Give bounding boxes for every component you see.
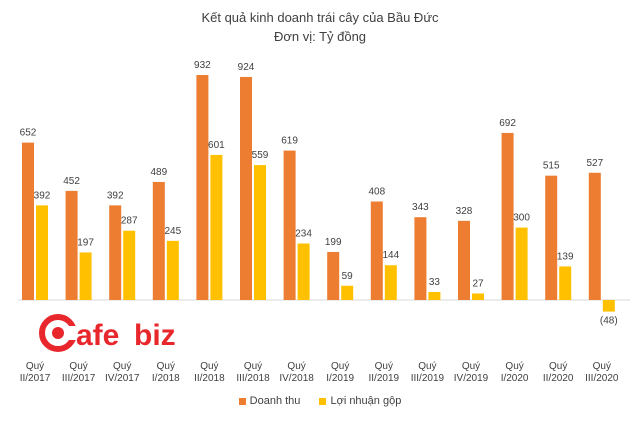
data-label-doanh-thu-7: 199 [325,237,342,248]
data-label-loi-nhuan-gop-12: 139 [557,251,574,262]
x-tick-label-2-0: Quý [113,361,131,372]
bar-loi-nhuan-gop-4 [210,154,223,300]
x-tick-label-13-1: III/2020 [585,373,619,384]
legend: Doanh thu Lợi nhuận gộp [0,395,640,407]
bar-loi-nhuan-gop-10 [472,293,484,300]
bar-doanh-thu-0 [22,142,34,300]
bar-doanh-thu-2 [109,205,122,300]
legend-swatch-loi-nhuan-gop [319,397,327,405]
x-tick-label-8-0: Quý [375,361,393,372]
x-tick-label-3-0: Quý [157,361,175,372]
bar-loi-nhuan-gop-2 [123,230,136,300]
x-tick-label-1-1: III/2017 [62,373,96,384]
bar-doanh-thu-12 [545,175,558,300]
x-tick-label-6-1: IV/2018 [279,373,314,384]
x-tick-label-5-0: Quý [244,361,262,372]
bar-doanh-thu-6 [283,150,296,300]
cafebiz-logo: afe biz [39,314,176,352]
bar-loi-nhuan-gop-5 [254,165,266,300]
data-label-doanh-thu-3: 489 [150,167,167,178]
x-tick-label-8-1: II/2019 [369,373,400,384]
data-label-loi-nhuan-gop-2: 287 [121,216,138,227]
bar-doanh-thu-4 [196,75,209,300]
data-label-loi-nhuan-gop-0: 392 [34,190,51,201]
data-label-doanh-thu-6: 619 [281,136,298,147]
x-tick-label-4-1: II/2018 [194,373,225,384]
x-tick-label-11-1: I/2020 [501,373,529,384]
x-tick-label-5-1: III/2018 [236,373,270,384]
legend-item-loi-nhuan-gop: Lợi nhuận gộp [319,395,401,407]
x-tick-label-2-1: IV/2017 [105,373,140,384]
bar-loi-nhuan-gop-9 [428,292,441,300]
x-tick-label-9-1: III/2019 [411,373,445,384]
x-tick-label-0-0: Quý [26,361,44,372]
data-label-loi-nhuan-gop-10: 27 [472,278,484,289]
data-label-doanh-thu-11: 692 [499,118,516,129]
bar-doanh-thu-11 [501,132,514,300]
data-label-doanh-thu-4: 932 [194,60,211,71]
x-tick-label-11-0: Quý [505,361,523,372]
x-tick-label-0-1: II/2017 [20,373,51,384]
bar-doanh-thu-7 [327,251,340,300]
x-tick-label-12-0: Quý [549,361,567,372]
data-label-loi-nhuan-gop-8: 144 [382,250,399,261]
data-label-doanh-thu-13: 527 [586,158,603,169]
legend-item-doanh-thu: Doanh thu [238,395,301,407]
bar-doanh-thu-1 [65,190,78,300]
bar-doanh-thu-9 [414,217,427,300]
data-label-doanh-thu-10: 328 [456,206,473,217]
x-tick-label-6-0: Quý [287,361,305,372]
x-tick-label-9-0: Quý [418,361,436,372]
x-tick-label-7-0: Quý [331,361,349,372]
chart-subtitle: Đơn vị: Tỷ đồng [273,29,367,44]
data-label-doanh-thu-0: 652 [20,128,37,139]
logo-text-biz: biz [134,319,176,352]
legend-swatch-doanh-thu [238,397,246,405]
data-label-loi-nhuan-gop-11: 300 [513,213,530,224]
bar-doanh-thu-10 [458,220,470,300]
bar-doanh-thu-8 [370,201,383,300]
data-label-loi-nhuan-gop-5: 559 [252,150,269,161]
data-label-doanh-thu-2: 392 [107,190,124,201]
data-label-doanh-thu-1: 452 [63,176,80,187]
bar-loi-nhuan-gop-0 [36,205,48,300]
x-tick-label-10-0: Quý [462,361,480,372]
bar-doanh-thu-13 [588,172,601,300]
data-label-loi-nhuan-gop-3: 245 [164,226,181,237]
data-label-loi-nhuan-gop-9: 33 [429,277,441,288]
bar-loi-nhuan-gop-6 [297,243,310,300]
legend-label-loi-nhuan-gop: Lợi nhuận gộp [330,395,402,407]
logo-text-afe: afe [76,319,119,352]
data-label-loi-nhuan-gop-1: 197 [77,237,94,248]
bar-loi-nhuan-gop-13 [602,300,615,312]
bar-loi-nhuan-gop-1 [79,252,92,300]
x-tick-label-1-0: Quý [69,361,87,372]
x-tick-label-12-1: II/2020 [543,373,574,384]
data-label-loi-nhuan-gop-4: 601 [208,140,225,151]
x-tick-label-4-0: Quý [200,361,218,372]
x-tick-label-13-0: Quý [593,361,611,372]
x-tick-label-3-1: I/2018 [152,373,180,384]
bar-loi-nhuan-gop-7 [341,285,354,300]
bar-doanh-thu-5 [240,76,252,300]
x-tick-label-7-1: I/2019 [326,373,354,384]
data-label-doanh-thu-12: 515 [543,161,560,172]
bar-loi-nhuan-gop-11 [515,227,528,300]
legend-label-doanh-thu: Doanh thu [249,395,301,407]
data-label-loi-nhuan-gop-7: 59 [342,271,354,282]
chart-title: Kết quả kinh doanh trái cây của Bầu Đức [201,10,439,25]
data-label-loi-nhuan-gop-6: 234 [295,229,312,240]
data-label-doanh-thu-9: 343 [412,202,429,213]
bar-loi-nhuan-gop-8 [384,265,397,300]
data-label-doanh-thu-5: 924 [238,62,255,73]
bar-loi-nhuan-gop-3 [166,240,179,300]
x-tick-label-10-1: IV/2019 [454,373,489,384]
bar-doanh-thu-3 [152,181,165,300]
data-label-doanh-thu-8: 408 [368,187,385,198]
bar-loi-nhuan-gop-12 [559,266,572,300]
data-label-loi-nhuan-gop-13: (48) [600,316,618,327]
